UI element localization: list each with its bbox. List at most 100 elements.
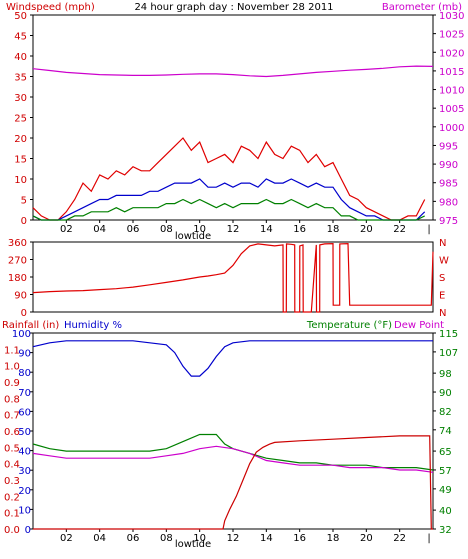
temp-y-tick-label: 65: [439, 447, 452, 458]
temp-y-tick-label: 74: [439, 426, 452, 437]
temp-series: [32, 340, 434, 530]
baro-y-tick-label: 995: [439, 141, 458, 152]
wind-x-tick-label: 04: [93, 224, 106, 235]
humidity-y-tick-label: 20: [18, 486, 31, 497]
humidity-y-tick-label: 60: [18, 407, 31, 418]
humidity-axis-label: Humidity %: [64, 320, 122, 331]
wind-y-tick-label: 35: [14, 73, 27, 84]
wind-x-end-marker: |: [427, 224, 430, 235]
baro-y-tick-label: 975: [439, 216, 458, 227]
direction-y-tick-label: 0: [21, 308, 27, 319]
baro-y-tick-label: 1005: [439, 104, 464, 115]
wind-x-tick-label: 06: [127, 224, 140, 235]
wind-x-tick-label: 18: [327, 224, 340, 235]
wind-x-tick-label: 14: [260, 224, 273, 235]
wind-x-tick-label: 08: [160, 224, 173, 235]
temp-x-axis-label: lowtide: [175, 539, 211, 550]
rain-y-tick-label: 0.7: [4, 411, 20, 422]
temp-x-tick-label: 06: [127, 533, 140, 544]
direction-y-tick-label: 180: [8, 273, 27, 284]
temp-x-tick-label: 14: [260, 533, 273, 544]
wind-x-tick-label: 12: [227, 224, 240, 235]
baro-y-tick-label: 990: [439, 160, 458, 171]
wind-series-1: [32, 178, 426, 221]
wind-y-tick-label: 15: [14, 155, 27, 166]
rain-y-tick-label: 0.8: [4, 394, 20, 405]
wind-y-tick-label: 5: [21, 196, 27, 207]
humidity-y-tick-label: 100: [12, 329, 31, 340]
rain-y-tick-label: 0.0: [4, 525, 20, 536]
temp-y-tick-label: 32: [439, 525, 452, 536]
compass-label: N: [439, 238, 446, 249]
direction-y-tick-label: 90: [14, 291, 27, 302]
barometer-axis-label: Barometer (mb): [382, 2, 462, 13]
wind-y-tick-label: 20: [14, 134, 27, 145]
wind-axes: 0510152025303540455097598098599099510001…: [14, 11, 464, 235]
direction-axes: 0 N 90 E 180 S 270 W 360 N: [8, 238, 449, 319]
temperature-humidity-panel: Rainfall (in) Humidity % Temperature (°F…: [2, 320, 458, 550]
wind-y-tick-label: 30: [14, 93, 27, 104]
wind-x-tick-label: 10: [193, 224, 206, 235]
wind-y-tick-label: 0: [21, 216, 27, 227]
temp-y-tick-label: 40: [439, 506, 452, 517]
temp-x-tick-label: 10: [193, 533, 206, 544]
baro-y-tick-label: 1020: [439, 48, 464, 59]
temp-y-tick-label: 49: [439, 485, 452, 496]
temp-x-tick-label: 18: [327, 533, 340, 544]
wind-series-0: [32, 137, 426, 221]
wind-y-tick-label: 25: [14, 114, 27, 125]
temp-y-tick-label: 115: [439, 329, 458, 340]
temp-y-tick-label: 82: [439, 407, 452, 418]
rain-y-tick-label: 0.6: [4, 427, 20, 438]
rain-y-tick-label: 0.3: [4, 476, 20, 487]
direction-y-tick-label: 270: [8, 256, 27, 267]
rain-y-tick-label: 0.1: [4, 509, 20, 520]
chart-title: 24 hour graph day : November 28 2011: [134, 2, 333, 13]
wind-y-tick-label: 50: [14, 11, 27, 22]
humidity-y-tick-label: 30: [18, 466, 31, 477]
wind-series-3: [32, 65, 434, 78]
baro-y-tick-label: 1025: [439, 30, 464, 41]
temp-y-tick-label: 90: [439, 388, 452, 399]
compass-label: S: [439, 273, 445, 284]
temp-series-2: [32, 445, 434, 473]
rain-y-tick-label: 1.1: [4, 345, 20, 356]
temp-x-tick-label: 22: [393, 533, 406, 544]
direction-y-tick-label: 360: [8, 238, 27, 249]
rain-y-tick-label: 0.9: [4, 378, 20, 389]
rainfall-axis-label: Rainfall (in): [2, 320, 59, 331]
temp-y-tick-label: 57: [439, 466, 452, 477]
humidity-y-tick-label: 0: [25, 525, 31, 536]
temp-series-3: [33, 435, 433, 530]
temp-y-tick-label: 107: [439, 348, 458, 359]
wind-y-tick-label: 40: [14, 52, 27, 63]
wind-x-axis-label: lowtide: [175, 231, 211, 242]
temp-x-tick-label: 12: [227, 533, 240, 544]
windspeed-axis-label: Windspeed (mph): [6, 2, 95, 13]
wind-x-tick-label: 20: [360, 224, 373, 235]
temp-series-1: [32, 433, 434, 471]
rain-y-tick-label: 0.5: [4, 443, 20, 454]
rain-y-tick-label: 0.2: [4, 492, 20, 503]
temp-x-end-marker: |: [427, 533, 430, 544]
humidity-y-tick-label: 40: [18, 447, 31, 458]
temp-series-0: [32, 340, 433, 377]
humidity-y-tick-label: 70: [18, 388, 31, 399]
direction-plot-frame: [32, 241, 434, 313]
wind-x-tick-label: 02: [60, 224, 73, 235]
rain-y-tick-label: 0.4: [4, 460, 20, 471]
direction-series-0: [32, 242, 434, 313]
temp-x-tick-label: 02: [60, 533, 73, 544]
baro-y-tick-label: 980: [439, 197, 458, 208]
temp-axes: 0 10 20 30 40 50 60 70 80 90 100 0.0 0.1 0.2 0.3 0.4 0.5…: [4, 329, 458, 544]
temp-plot-frame: [32, 332, 434, 530]
wind-direction-panel: 0 N 90 E 180 S 270 W 360 N: [8, 238, 449, 319]
wind-y-tick-label: 45: [14, 32, 27, 43]
humidity-y-tick-label: 10: [18, 505, 31, 516]
temp-x-tick-label: 08: [160, 533, 173, 544]
wind-y-tick-label: 10: [14, 175, 27, 186]
baro-y-tick-label: 985: [439, 179, 458, 190]
direction-series: [32, 242, 434, 313]
humidity-y-tick-label: 90: [18, 349, 31, 360]
